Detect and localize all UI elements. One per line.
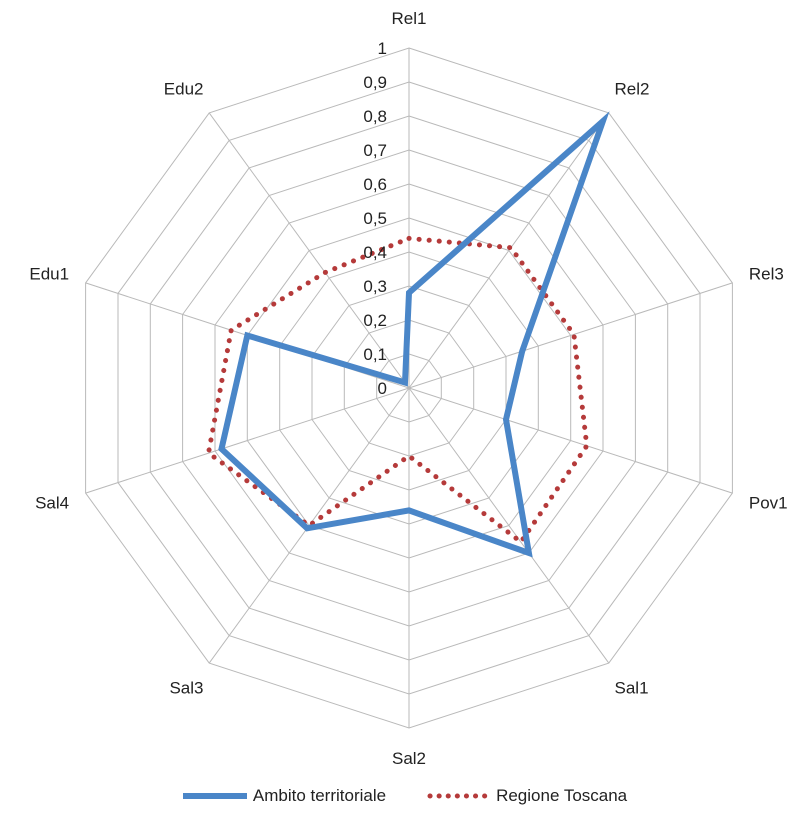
category-label-sal3: Sal3 xyxy=(169,678,203,697)
radar-series xyxy=(205,111,610,558)
category-label-edu1: Edu1 xyxy=(29,265,69,284)
radial-tick-labels: 0 0,1 0,2 0,3 0,4 0,5 0,6 0,7 0,8 0,9 1 xyxy=(363,39,387,398)
category-label-sal1: Sal1 xyxy=(615,678,649,697)
tick-label: 1 xyxy=(378,39,387,58)
radar-spoke xyxy=(408,112,610,389)
legend-item-series-2: Regione Toscana xyxy=(426,786,627,806)
category-label-pov1: Pov1 xyxy=(749,493,788,512)
tick-label: 0,3 xyxy=(363,277,387,296)
legend-label-series-1: Ambito territoriale xyxy=(252,786,387,805)
legend-item-series-1: Ambito territoriale xyxy=(182,786,387,806)
tick-label: 0,1 xyxy=(363,345,387,364)
category-label-rel1: Rel1 xyxy=(392,9,427,28)
tick-label: 0,6 xyxy=(363,175,387,194)
tick-label: 0,9 xyxy=(363,73,387,92)
series-line-2 xyxy=(205,235,590,546)
radar-spoke xyxy=(408,387,610,664)
tick-label: 0,7 xyxy=(363,141,387,160)
legend-label-series-2: Regione Toscana xyxy=(496,786,628,805)
radar-chart: 00,10,20,30,40,50,60,70,80,91 Rel1Rel2Re… xyxy=(29,9,787,768)
legend-swatch-series-1 xyxy=(182,789,247,803)
legend: Ambito territoriale Regione Toscana xyxy=(0,786,810,806)
category-label-sal2: Sal2 xyxy=(392,749,426,768)
tick-label: 0,5 xyxy=(363,209,387,228)
radar-spoke xyxy=(408,282,733,389)
category-label-rel3: Rel3 xyxy=(749,265,784,284)
radar-spoke xyxy=(408,387,733,494)
category-labels: Rel1 Rel2 Rel3 Pov1 Sal1 Sal2 Sal3 Sal4 Edu1 Edu2 xyxy=(29,9,787,768)
series-line-1 xyxy=(218,111,610,558)
radar-spoke xyxy=(85,387,410,494)
tick-label: 0 xyxy=(378,379,387,398)
tick-label: 0,4 xyxy=(363,243,387,262)
tick-label: 0,2 xyxy=(363,311,387,330)
legend-swatch-series-2 xyxy=(426,789,491,803)
category-label-rel2: Rel2 xyxy=(615,80,650,99)
category-label-edu2: Edu2 xyxy=(164,80,204,99)
category-label-sal4: Sal4 xyxy=(35,493,69,512)
tick-label: 0,8 xyxy=(363,107,387,126)
radar-spoke xyxy=(208,112,410,389)
